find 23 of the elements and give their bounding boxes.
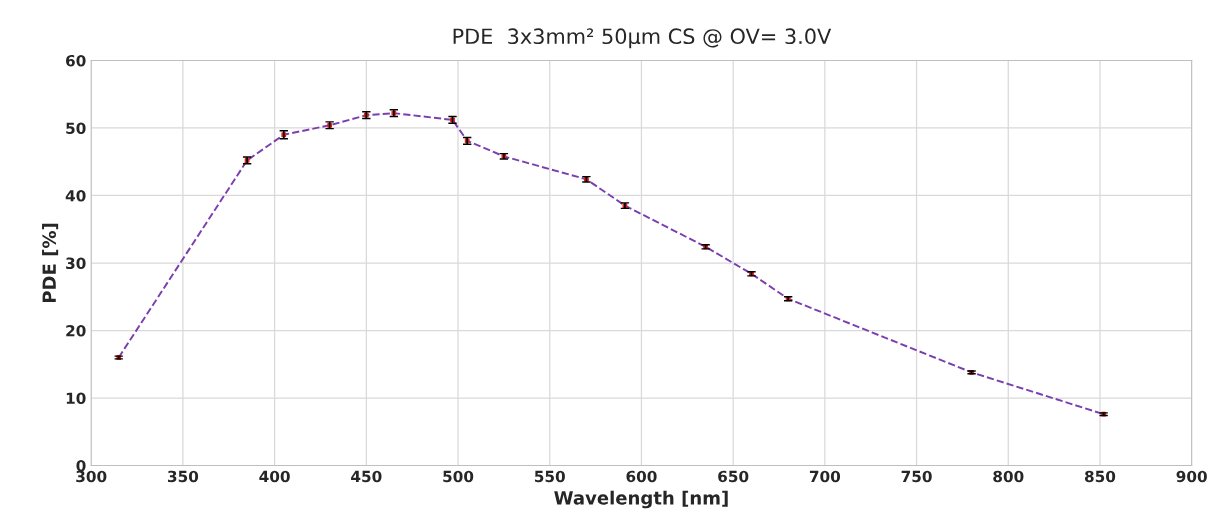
y-tick-label: 10 [66, 392, 86, 405]
x-tick-label: 600 [626, 470, 657, 483]
x-tick-label: 900 [1176, 470, 1207, 483]
y-tick-label: 60 [66, 54, 86, 67]
x-tick-label: 550 [534, 470, 565, 483]
y-tick-label: 0 [76, 459, 86, 472]
x-tick-label: 750 [901, 470, 932, 483]
y-axis-title: PDE [%] [42, 223, 59, 303]
y-tick-label: 40 [65, 189, 86, 202]
x-tick-label: 400 [259, 470, 290, 483]
x-tick-label: 500 [443, 470, 474, 483]
x-tick-label: 800 [993, 470, 1024, 483]
x-axis-title: Wavelength [nm] [554, 490, 728, 509]
y-tick-label: 20 [66, 324, 86, 337]
x-tick-label: 700 [809, 470, 841, 483]
x-tick-label: 450 [351, 470, 382, 483]
x-tick-label: 850 [1084, 470, 1116, 483]
x-tick-label: 650 [718, 470, 749, 483]
x-tick-label: 350 [167, 470, 199, 483]
y-tick-label: 30 [66, 257, 86, 270]
y-tick-label: 50 [66, 122, 86, 135]
x-tick-label: 300 [76, 470, 107, 483]
chart-title: PDE 3x3mm² 50µm CS @ OV= 3.0V [453, 28, 832, 49]
